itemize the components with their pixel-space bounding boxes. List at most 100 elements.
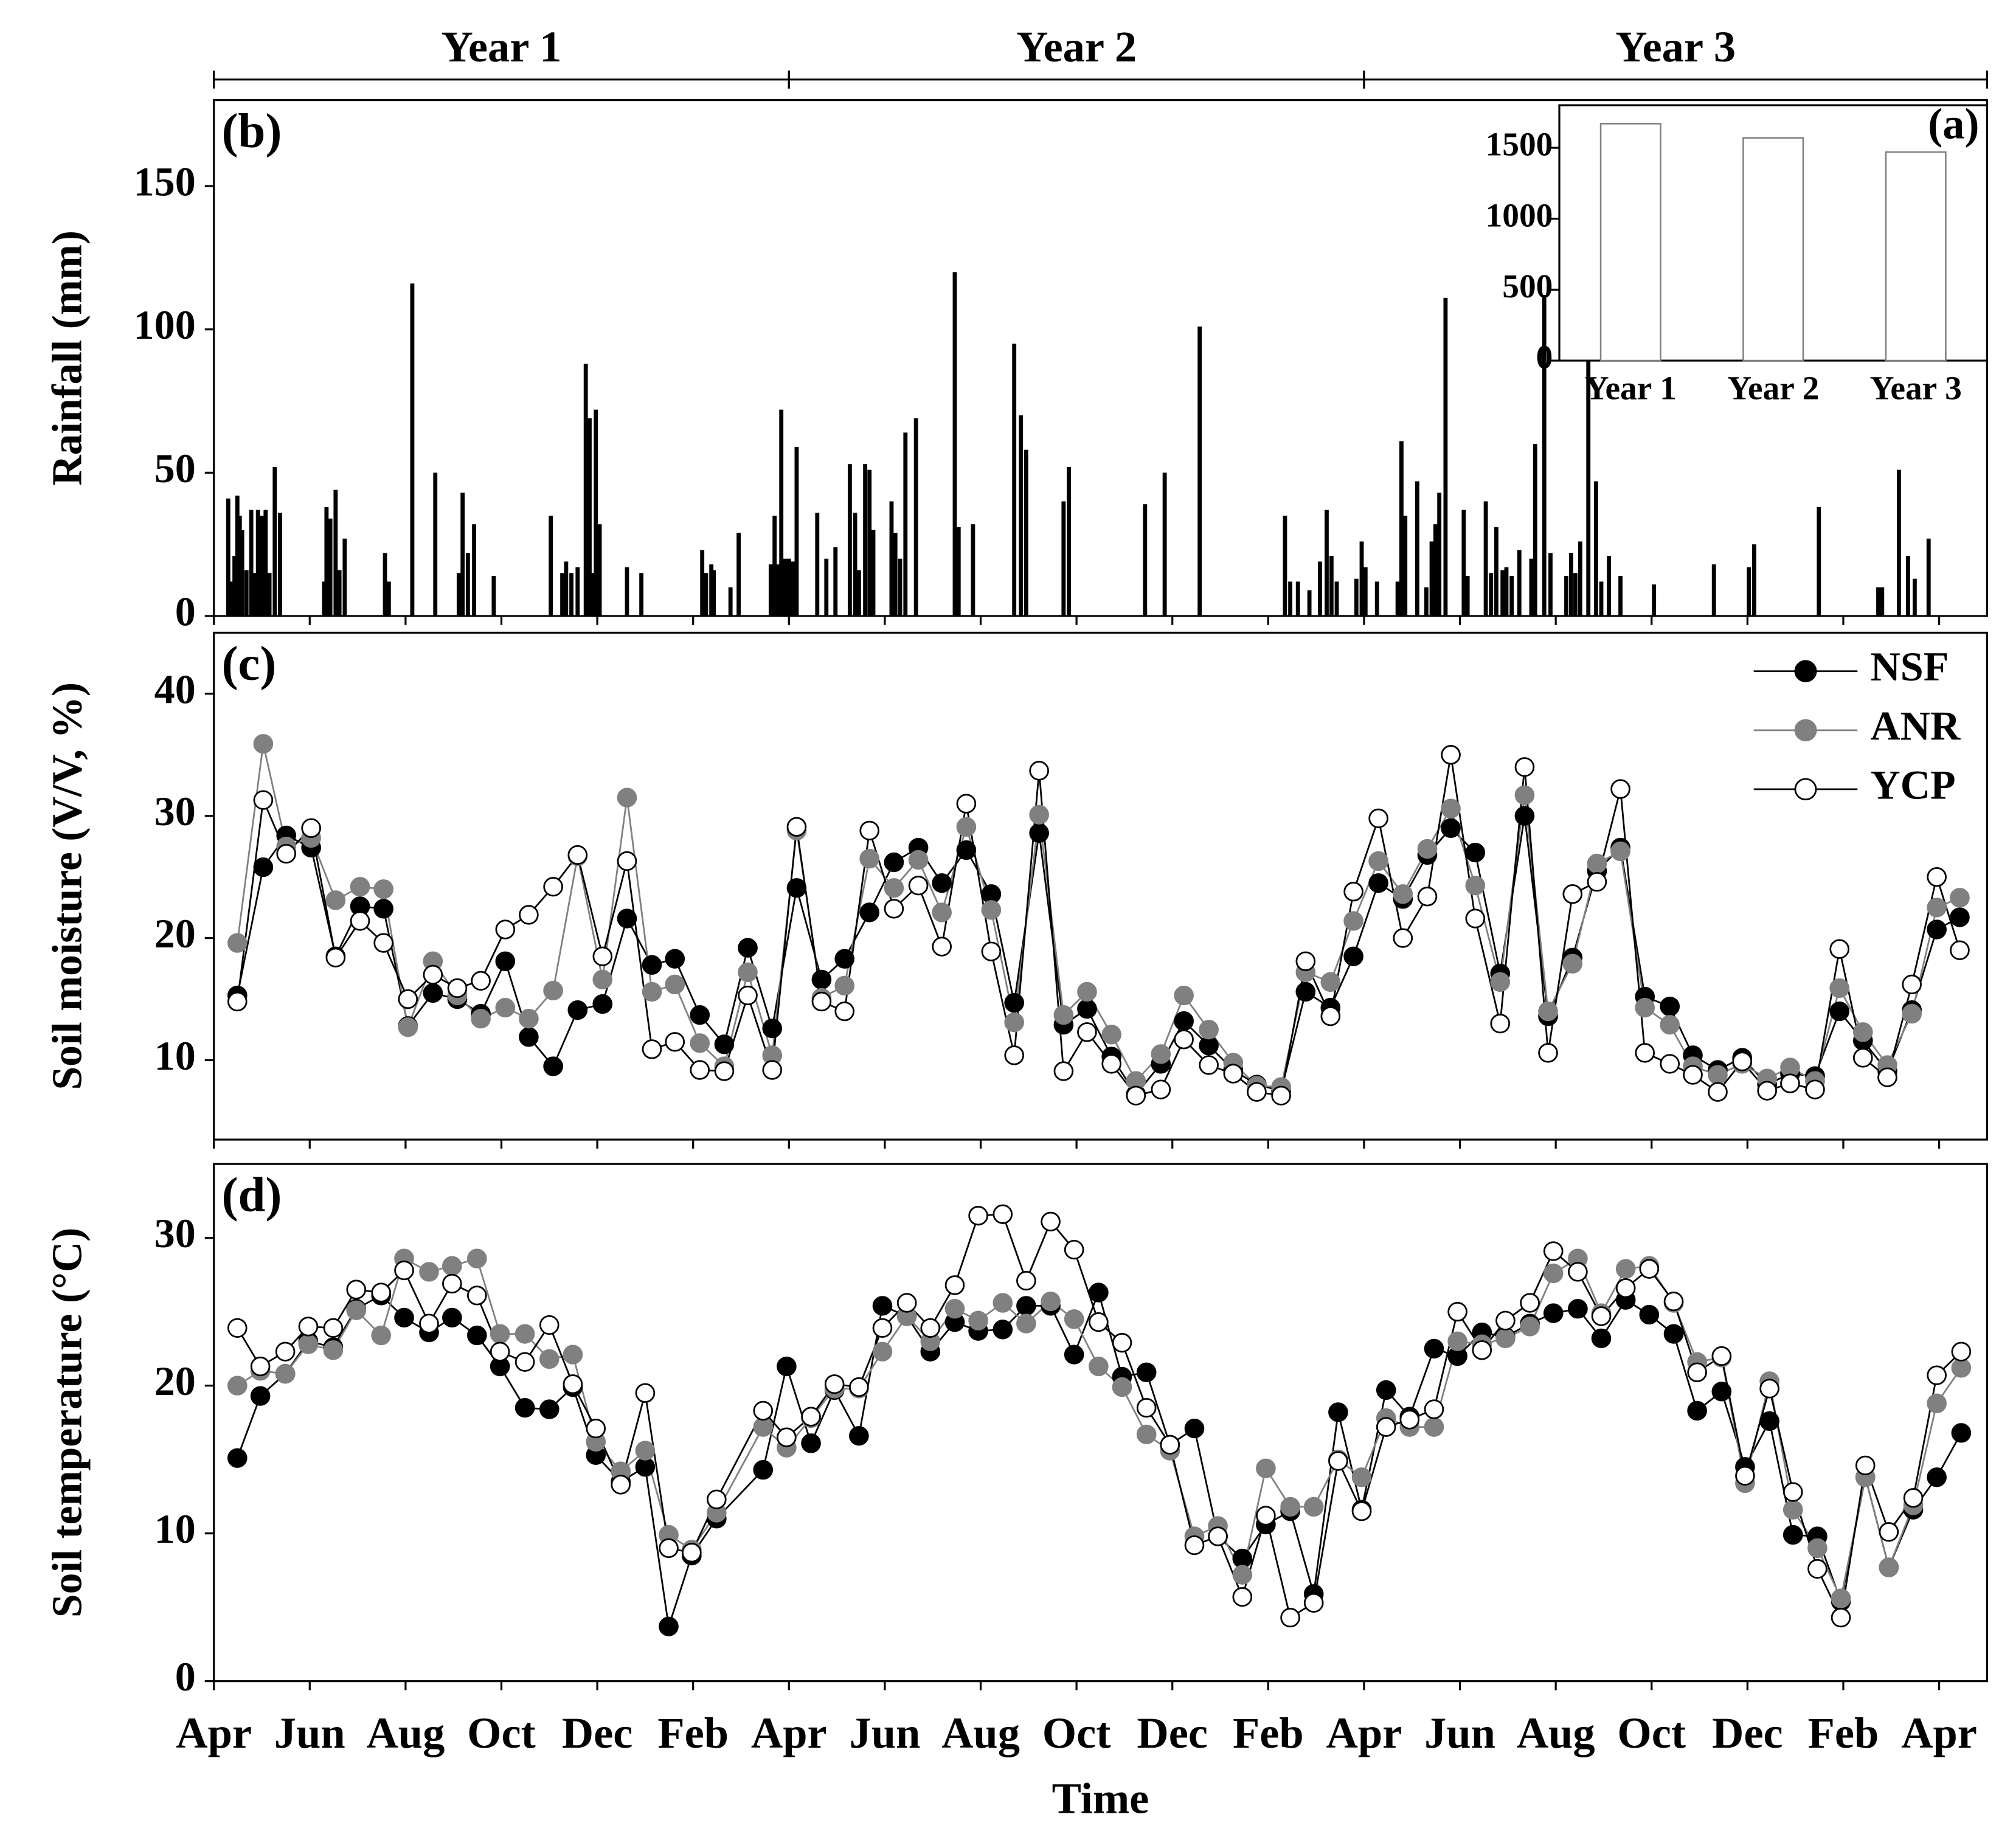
marker bbox=[1543, 1303, 1564, 1323]
marker bbox=[1490, 1014, 1511, 1034]
marker bbox=[738, 962, 758, 983]
marker bbox=[1136, 1424, 1157, 1444]
marker bbox=[642, 955, 662, 975]
y-tick-label: 1500 bbox=[1486, 126, 1553, 163]
marker bbox=[394, 1307, 414, 1328]
legend-marker bbox=[1794, 778, 1817, 801]
marker bbox=[1543, 1241, 1564, 1261]
marker bbox=[1351, 1501, 1372, 1521]
panel: 0 10 20 30 Apr Jun Aug Oct Dec Feb Apr Jun Aug Oct Dec… bbox=[44, 1163, 1988, 1823]
bar bbox=[1568, 553, 1573, 616]
x-tick-label: Aug bbox=[1517, 1709, 1595, 1757]
marker bbox=[786, 817, 807, 837]
bar bbox=[1542, 295, 1547, 616]
marker bbox=[1447, 1302, 1467, 1322]
marker bbox=[690, 1060, 710, 1080]
marker bbox=[539, 1399, 560, 1419]
bar bbox=[278, 513, 282, 616]
x-tick-label: Dec bbox=[1137, 1709, 1208, 1757]
x-tick-label: Dec bbox=[562, 1709, 633, 1757]
bar bbox=[594, 409, 598, 616]
bar bbox=[1461, 510, 1466, 616]
legend-label: NSF bbox=[1871, 645, 1949, 690]
marker bbox=[1520, 1293, 1540, 1313]
y-tick-label: 150 bbox=[134, 159, 196, 205]
bar bbox=[824, 558, 829, 616]
marker bbox=[1447, 1331, 1467, 1351]
bar bbox=[1586, 344, 1591, 616]
marker bbox=[920, 1318, 941, 1338]
marker bbox=[753, 1417, 774, 1437]
bar bbox=[255, 510, 260, 616]
marker bbox=[777, 1356, 797, 1377]
bar bbox=[324, 507, 329, 616]
bar bbox=[712, 570, 716, 616]
x-tick-label: Year 2 bbox=[1727, 370, 1819, 407]
marker bbox=[1232, 1565, 1253, 1585]
x-tick-label: Apr bbox=[176, 1709, 252, 1757]
marker bbox=[665, 974, 685, 995]
marker bbox=[834, 975, 855, 996]
bar bbox=[433, 472, 438, 616]
marker bbox=[1852, 1022, 1873, 1042]
marker bbox=[1639, 1259, 1660, 1279]
bar bbox=[704, 573, 709, 616]
bar bbox=[1395, 581, 1400, 616]
marker bbox=[1004, 992, 1024, 1013]
marker bbox=[471, 971, 491, 991]
bar bbox=[235, 496, 240, 616]
bar bbox=[956, 527, 961, 616]
marker bbox=[543, 877, 563, 897]
marker bbox=[956, 794, 977, 814]
bar bbox=[237, 516, 242, 616]
marker bbox=[690, 1033, 710, 1053]
marker bbox=[1951, 1341, 1972, 1362]
marker bbox=[1424, 1417, 1444, 1437]
marker bbox=[1089, 1356, 1109, 1377]
marker bbox=[1136, 1397, 1157, 1418]
marker bbox=[1029, 823, 1049, 843]
bar bbox=[342, 538, 347, 616]
bar bbox=[1334, 581, 1339, 616]
marker bbox=[932, 936, 952, 957]
marker bbox=[617, 908, 637, 929]
bar bbox=[587, 418, 592, 616]
marker bbox=[1514, 757, 1535, 777]
marker bbox=[442, 1256, 462, 1276]
marker bbox=[1807, 1538, 1828, 1559]
y-tick-label: 40 bbox=[154, 667, 196, 713]
bar bbox=[871, 530, 876, 616]
marker bbox=[635, 1457, 656, 1477]
marker bbox=[1151, 1079, 1171, 1099]
marker bbox=[611, 1475, 631, 1495]
legend-label: ANR bbox=[1871, 704, 1961, 749]
marker bbox=[1174, 985, 1194, 1006]
marker bbox=[1877, 1067, 1897, 1087]
marker bbox=[859, 848, 879, 869]
marker bbox=[1514, 785, 1535, 805]
marker bbox=[1368, 851, 1388, 871]
bar bbox=[1489, 573, 1494, 616]
marker bbox=[253, 857, 274, 877]
marker bbox=[872, 1296, 893, 1316]
marker bbox=[1112, 1377, 1132, 1397]
x-axis-title: Time bbox=[1052, 1774, 1149, 1823]
marker bbox=[1490, 972, 1511, 992]
marker bbox=[1232, 1548, 1253, 1569]
marker bbox=[1639, 1304, 1660, 1325]
marker bbox=[834, 949, 855, 969]
marker bbox=[1711, 1382, 1732, 1402]
marker bbox=[956, 817, 977, 837]
marker bbox=[738, 985, 758, 1006]
panel: 0 500 1000 1500 Year 1 Year 2 Year 3 (a) bbox=[1486, 100, 1988, 407]
marker bbox=[1184, 1535, 1205, 1556]
marker bbox=[350, 911, 370, 931]
bar bbox=[1329, 556, 1334, 616]
marker bbox=[563, 1374, 583, 1394]
marker bbox=[1829, 978, 1849, 998]
marker bbox=[1064, 1344, 1084, 1365]
marker bbox=[1660, 1054, 1680, 1074]
marker bbox=[539, 1315, 560, 1335]
bar bbox=[456, 573, 461, 616]
